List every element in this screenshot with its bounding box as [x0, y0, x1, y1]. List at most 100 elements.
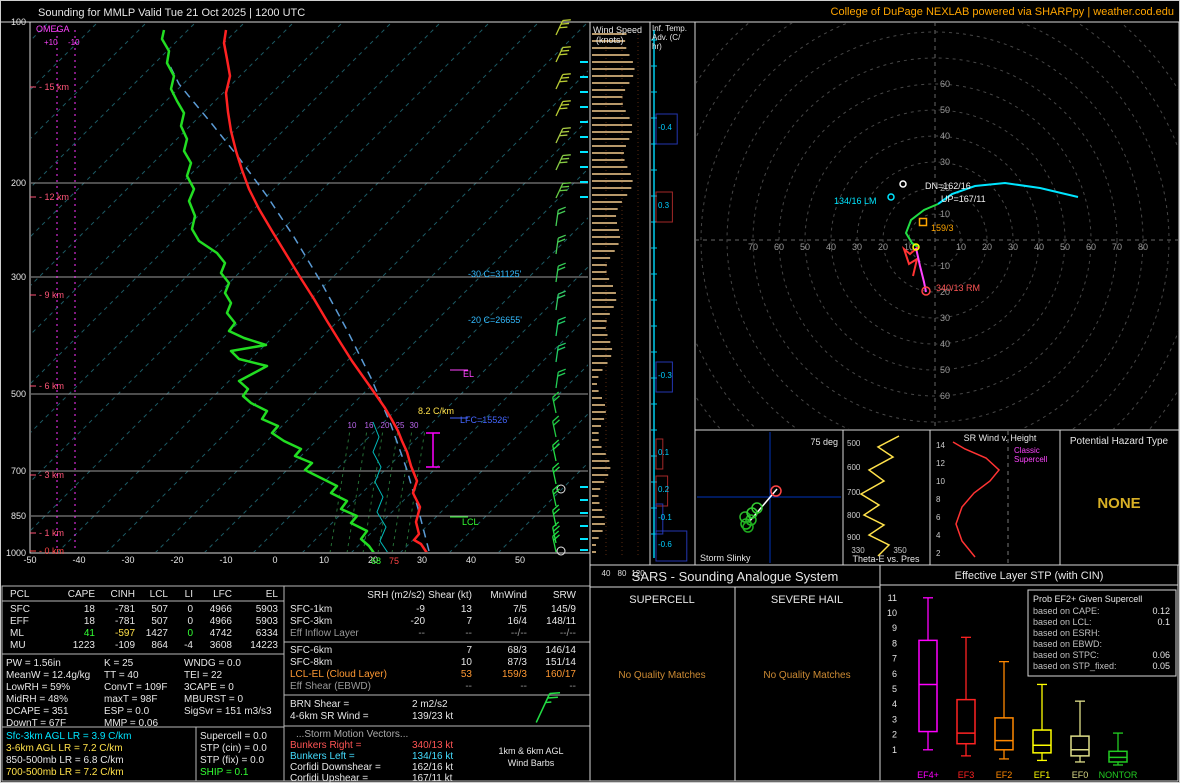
- line: [562, 46, 571, 49]
- sr46-value: 139/23 kt: [412, 711, 453, 722]
- wind-barb: [552, 504, 560, 527]
- line: [555, 155, 564, 171]
- wind-barb: [555, 73, 571, 90]
- hodo-marker: [887, 193, 895, 201]
- hodo-ring-label: 60: [1086, 242, 1096, 252]
- stp-quartile-box: [1032, 729, 1052, 754]
- level-marker-circle: [556, 484, 566, 494]
- wind-barb: [555, 46, 571, 63]
- parcel-row-name: MU: [10, 640, 26, 651]
- storm-motion-value: 162/16 kt: [412, 762, 453, 773]
- skewt-labels: 100 200 300 500 700 850 1000-50 -40 -30 -20 -10 0 10…: [6, 17, 588, 566]
- kin-mnwind: 68/3: [508, 645, 528, 656]
- thermo-header: CAPE: [68, 589, 96, 600]
- sars-hail-header[interactable]: SEVERE HAIL: [771, 594, 843, 606]
- kin-srh: --: [418, 628, 425, 639]
- temp-axis-label: 30: [417, 555, 427, 565]
- hodo-ring-label: 40: [826, 242, 836, 252]
- stp-axis-label: 11: [888, 593, 897, 603]
- line: [559, 189, 568, 192]
- height-label: - 1 km: [39, 528, 64, 538]
- pressure-label: 850: [11, 511, 26, 521]
- index-value: TT = 40: [104, 670, 139, 681]
- hodo-ring-label: 10: [904, 242, 914, 252]
- kin-srw: 151/14: [545, 657, 576, 668]
- hodograph-ring: [804, 109, 1066, 371]
- temp-axis-label: 40: [466, 555, 476, 565]
- theta-e-pressure-label: 800: [847, 511, 861, 520]
- index-value: PW = 1.56in: [6, 658, 61, 669]
- thermo-header: CINH: [111, 589, 135, 600]
- hodo-ring-label: 20: [982, 242, 992, 252]
- kin-header: SRH (m2/s2): [367, 590, 425, 601]
- stp-category-label: NONTOR: [1099, 770, 1138, 780]
- kin-mnwind: 159/3: [502, 669, 527, 680]
- kin-srw: 146/14: [545, 645, 576, 656]
- parcel-row-value: 0: [187, 616, 193, 627]
- wind-barb: [555, 342, 566, 363]
- index-value: MMP = 0.06: [104, 718, 158, 729]
- temp-axis-label: 50: [515, 555, 525, 565]
- line: [555, 294, 559, 311]
- parcel-trace: [169, 65, 430, 552]
- isotherm-line: [31, 23, 392, 384]
- advection-bar: [655, 438, 664, 470]
- hodo-ring-label: 30: [940, 313, 950, 323]
- pressure-label: 100: [11, 17, 26, 27]
- thermo-header: PCL: [10, 589, 30, 600]
- kin-mnwind: --/--: [511, 628, 527, 639]
- parcel-row-value: 0: [187, 628, 193, 639]
- sr-wind-line: [952, 441, 1001, 558]
- theta-e-labels: 500 600 700 800 900 330 350: [847, 439, 907, 555]
- wind-axis-label: 120: [631, 569, 645, 578]
- stp-category-label: EF2: [996, 770, 1013, 780]
- wind-barb: [555, 290, 566, 311]
- line: [552, 530, 560, 537]
- advection-value: -0.4: [658, 123, 672, 132]
- hodo-trace-low: [904, 203, 939, 248]
- line: [552, 439, 560, 446]
- brn-shear-label: BRN Shear =: [290, 699, 349, 710]
- temp-axis-label: -50: [23, 555, 36, 565]
- dewpoint-trace: [160, 29, 375, 552]
- line: [555, 320, 559, 337]
- hodograph-ring: [908, 213, 962, 267]
- thermo-header: LFC: [213, 589, 232, 600]
- sars-supercell-header[interactable]: SUPERCELL: [629, 594, 694, 606]
- hodo-ring-label: 20: [940, 183, 950, 193]
- wind-axis-label: 80: [618, 569, 627, 578]
- index-value: ConvT = 109F: [104, 682, 167, 693]
- sars-hail-result: No Quality Matches: [763, 670, 850, 681]
- stp-quartile-box: [918, 639, 938, 733]
- theta-e-pressure-label: 700: [847, 488, 861, 497]
- isotherm-line: [31, 23, 490, 482]
- kin-shear: 7: [466, 616, 472, 627]
- hodo-ring-label: 10: [956, 242, 966, 252]
- omega-minus-label: -10: [68, 38, 80, 47]
- hodo-ring-label: 30: [1008, 242, 1018, 252]
- sr-wind-km-label: 2: [936, 549, 941, 558]
- line: [561, 76, 570, 79]
- prob-label: based on STPC:: [1033, 650, 1099, 660]
- line: [555, 266, 559, 283]
- prob-value: 0.1: [1157, 617, 1170, 627]
- stp-axis-label: 9: [892, 623, 897, 633]
- stp-axis-label: 8: [892, 638, 897, 648]
- line: [552, 536, 557, 553]
- storm-motion-header: ...Storm Motion Vectors...: [296, 729, 408, 740]
- index-value: SigSvr = 151 m3/s3: [184, 706, 272, 717]
- storm-motion-value: 167/11 kt: [412, 773, 453, 783]
- isotherm-line: [31, 23, 196, 188]
- isotherm-line: [31, 23, 147, 139]
- sr-wind-km-label: 12: [936, 459, 945, 468]
- stp-quartile-box: [1070, 735, 1090, 757]
- temp-axis-label: -30: [121, 555, 134, 565]
- parcel-row-value: 5903: [256, 604, 279, 615]
- lapse-rate-value: 3-6km AGL LR = 7.2 C/km: [6, 743, 123, 754]
- barb-caption-1: 1km & 6km AGL: [498, 746, 563, 756]
- sars-supercell-result: No Quality Matches: [618, 670, 705, 681]
- index-value: MBURST = 0: [184, 694, 243, 705]
- line: [555, 183, 564, 199]
- wind-barb: [555, 316, 566, 337]
